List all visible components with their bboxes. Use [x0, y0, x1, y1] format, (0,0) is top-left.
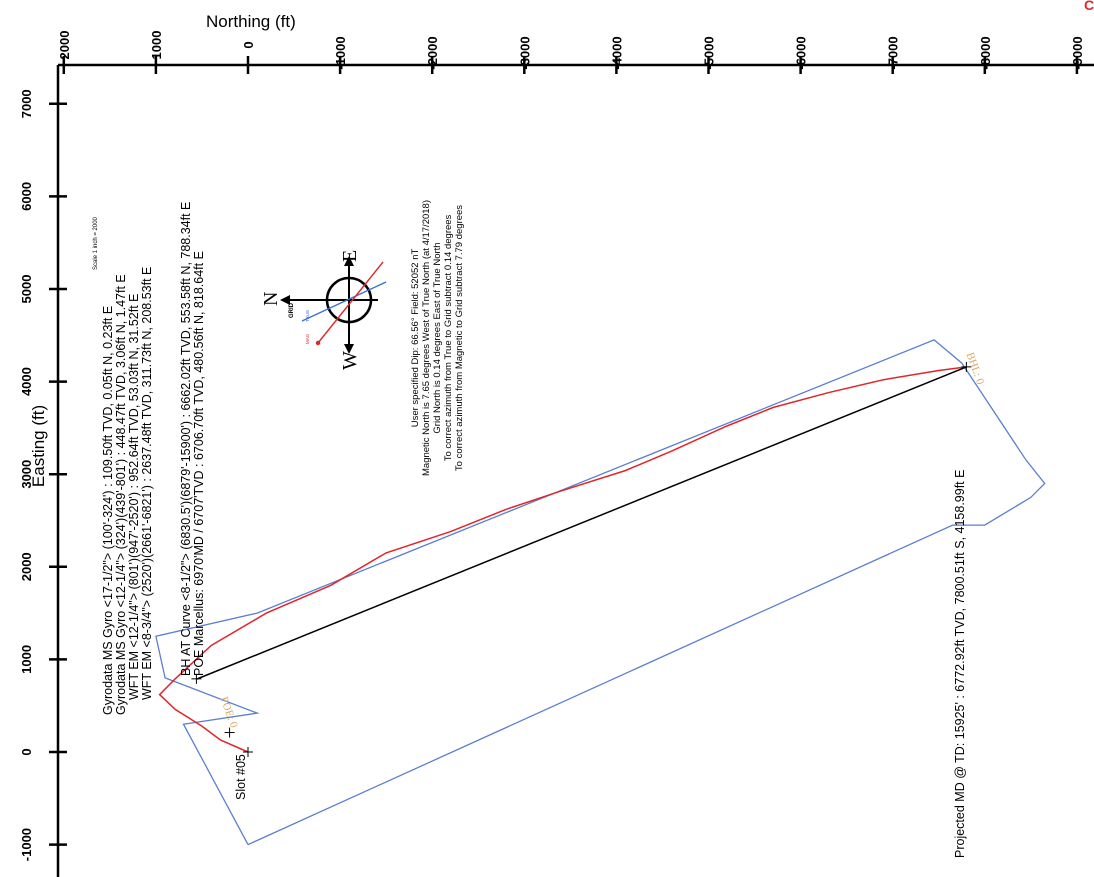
- gyro-line-1: Gyrodata MS Gyro <17-1/2"> (100'-324') :…: [101, 306, 115, 715]
- gyro-line-4: WFT EM <8-3/4"> (2520')(2661'-6821') : 2…: [140, 267, 154, 700]
- axis-ticks: 2000 1000 0 -1000 -2000 -3000 -4000 -5000 -6000 -…: [19, 31, 1085, 862]
- gyro-line-2: Gyrodata MS Gyro <12-1/4"> (324')(439'-8…: [114, 274, 128, 715]
- magnetic-line-2: Magnetic North is 7.65 degrees West of T…: [421, 200, 432, 476]
- northing-tick-label: -2000: [425, 36, 440, 69]
- compass-mag-label: MAG: [305, 333, 310, 344]
- northing-tick-label: -9000: [1070, 36, 1085, 69]
- compass-mag-dot: [315, 340, 321, 346]
- easting-tick-label: 5000: [19, 275, 34, 304]
- poe-marcellus-line: POE Marcellus: 6970'MD / 6707'TVD : 6706…: [192, 251, 206, 676]
- compass-east-arrow: [344, 256, 354, 266]
- series-actual-wellpath: [158, 366, 967, 753]
- magnetic-notes: User specified Dip: 66.56° Field: 52052 …: [410, 200, 465, 476]
- slot-label: Slot #05: [234, 754, 248, 800]
- easting-tick-label: 1000: [19, 645, 34, 674]
- bh-annotations: BH AT Curve <8-1/2"> (6830.5')(6879'-159…: [179, 202, 206, 676]
- northing-tick-label: -5000: [702, 36, 717, 69]
- easting-tick-label: 4000: [19, 367, 34, 396]
- northing-tick-label: -8000: [978, 36, 993, 69]
- plat-label: BHL: 0: [964, 351, 987, 387]
- magnetic-line-3: Grid North is 0.14 degrees East of True …: [432, 242, 443, 433]
- plat-labels: POE: 0 BHL: 0: [218, 351, 987, 730]
- northing-tick-label: -3000: [517, 36, 532, 69]
- compass-rose: N GRID E W TRUE MAG: [260, 250, 387, 370]
- easting-axis-title: Easting (ft): [29, 405, 48, 487]
- lease-boundary: [155, 339, 1046, 846]
- compass-west-label: W: [339, 351, 361, 370]
- easting-tick-label: 2000: [19, 552, 34, 581]
- bh-curve-line: BH AT Curve <8-1/2"> (6830.5')(6879'-159…: [179, 202, 193, 676]
- compass-north-label: N: [260, 292, 282, 306]
- survey-marker: [191, 673, 202, 684]
- easting-tick-label: -1000: [19, 828, 34, 861]
- projected-td-label: Projected MD @ TD: 15925' : 6772.92ft TV…: [953, 470, 967, 858]
- northing-tick-label: 0: [241, 41, 256, 48]
- compass-grid-label: GRID: [289, 302, 295, 318]
- compass-north-arrow: [280, 295, 290, 305]
- plat-label: POE: 0: [218, 695, 240, 730]
- easting-tick-label: 0: [19, 748, 34, 755]
- northing-tick-label: -4000: [609, 36, 624, 69]
- magnetic-line-5: To correct azimuth from Magnetic to Grid…: [454, 205, 465, 471]
- compass-mag-line: [317, 261, 384, 344]
- scale-note: Scale 1 inch = 2000: [93, 216, 99, 270]
- easting-tick-label: 6000: [19, 182, 34, 211]
- compass-east-label: E: [339, 250, 361, 262]
- corner-mark: C: [1084, 0, 1094, 13]
- gyro-annotations: Gyrodata MS Gyro <17-1/2"> (100'-324') :…: [101, 267, 154, 715]
- northing-tick-label: -6000: [794, 36, 809, 69]
- magnetic-line-4: To correct azimuth from True to Grid sub…: [443, 214, 454, 461]
- survey-marker: [224, 727, 235, 738]
- northing-tick-label: 2000: [57, 31, 72, 60]
- northing-tick-label: -7000: [886, 36, 901, 69]
- gyro-line-3: WFT EM <12-1/4"> (801')(947'-2520') : 95…: [127, 294, 141, 700]
- easting-tick-label: 3000: [19, 460, 34, 489]
- northing-tick-label: 1000: [149, 31, 164, 60]
- northing-tick-label: -1000: [333, 36, 348, 69]
- compass-west-arrow: [344, 344, 354, 354]
- northing-axis-title: Northing (ft): [206, 12, 296, 31]
- series-plan-line: [196, 366, 967, 680]
- survey-markers: [191, 361, 972, 757]
- survey-marker: [961, 361, 972, 372]
- magnetic-line-1: User specified Dip: 66.56° Field: 52052 …: [410, 249, 421, 428]
- compass-true-line[interactable]: [301, 281, 387, 322]
- easting-tick-label: 7000: [19, 89, 34, 118]
- survey-marker: [243, 747, 253, 757]
- compass-true-label: TRUE: [305, 310, 310, 322]
